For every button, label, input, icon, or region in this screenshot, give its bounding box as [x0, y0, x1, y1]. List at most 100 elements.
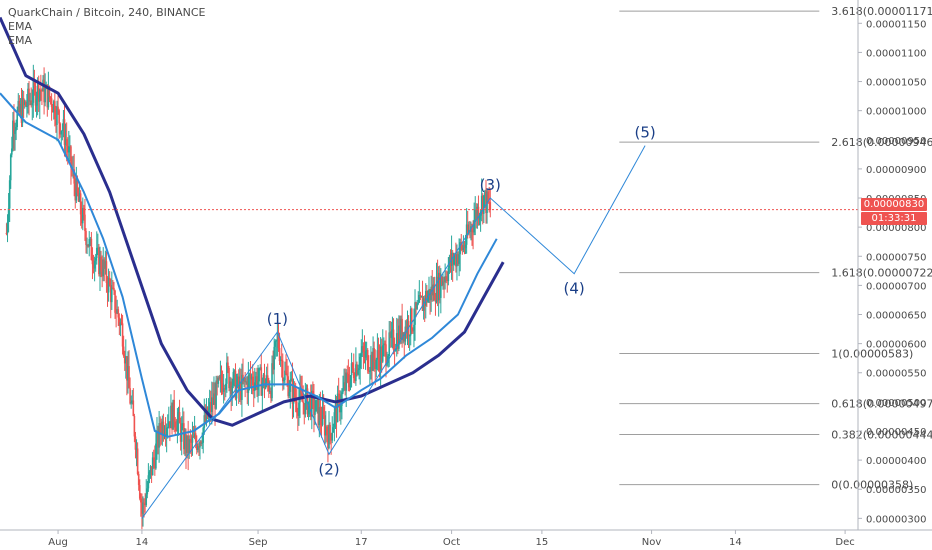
current-price-badge: 0.00000830	[861, 198, 927, 211]
candle-body	[346, 372, 349, 374]
candle-body	[458, 254, 460, 264]
candle-body	[267, 382, 270, 392]
candle-body	[201, 442, 203, 444]
candle-body	[371, 354, 373, 371]
candle-body	[197, 446, 199, 450]
candle-body	[31, 102, 34, 106]
candle-body	[400, 318, 402, 339]
candle-body	[240, 381, 242, 400]
candle-body	[278, 347, 281, 362]
candle-body	[410, 308, 413, 331]
candle-body	[50, 98, 53, 107]
candle-body	[112, 287, 114, 289]
candle-body	[277, 332, 280, 348]
price-tick-label: 0.00001100	[866, 48, 926, 59]
candle-body	[406, 321, 409, 334]
candle-body	[436, 276, 439, 301]
candle-body	[172, 399, 174, 430]
candle-body	[231, 385, 234, 395]
candle-body	[66, 145, 69, 153]
candle-body	[412, 330, 414, 332]
candle-body	[147, 475, 150, 489]
candle-body	[58, 110, 60, 124]
fib-level-label: 0.382(0.00000444)	[831, 428, 932, 441]
candle-body	[102, 259, 105, 277]
candle-body	[93, 260, 96, 269]
candle-body	[419, 295, 422, 298]
candle-body	[464, 244, 467, 249]
candle-body	[148, 471, 151, 476]
candle-body	[391, 329, 394, 332]
candle-body	[417, 302, 420, 304]
candle-body	[444, 276, 446, 283]
ema-lines	[0, 16, 505, 438]
candle-body	[355, 364, 357, 381]
candle-body	[86, 244, 88, 246]
candle-body	[248, 374, 251, 376]
candle-body	[99, 257, 101, 275]
candle-body	[119, 322, 122, 326]
candle-body	[101, 271, 103, 277]
candle-body	[454, 254, 456, 260]
wave-label: (4)	[564, 280, 585, 298]
candle-body	[433, 284, 436, 301]
candle-body	[49, 97, 52, 99]
candle-body	[398, 325, 400, 349]
price-tick-label: 0.00000900	[866, 165, 926, 176]
candle-body	[440, 276, 442, 298]
candle-body	[213, 393, 215, 405]
candle-body	[209, 402, 212, 412]
candle-body	[367, 370, 370, 372]
price-tick-label: 0.00000350	[866, 485, 926, 496]
candle-body	[307, 401, 310, 415]
candle-body	[477, 206, 480, 220]
candle-body	[321, 407, 324, 425]
candle-body	[413, 324, 415, 331]
candle-body	[237, 376, 240, 390]
candle-body	[149, 466, 152, 472]
candle-body	[488, 201, 491, 203]
candle-body	[165, 427, 168, 436]
time-tick-label: 17	[355, 537, 368, 548]
candle-body	[415, 302, 417, 309]
candle-body	[91, 259, 94, 265]
candle-body	[326, 426, 328, 435]
candle-body	[330, 433, 332, 441]
candle-body	[128, 366, 130, 389]
wave-label: (2)	[318, 460, 339, 478]
candle-body	[177, 412, 180, 421]
candle-body	[198, 446, 200, 448]
candle-body	[80, 214, 83, 224]
candle-body	[129, 388, 131, 404]
candle-body	[54, 101, 56, 120]
candle-body	[455, 254, 457, 267]
candle-body	[46, 84, 49, 108]
candle-body	[352, 368, 355, 379]
candle-body	[132, 400, 135, 416]
candle-body	[251, 376, 254, 385]
candle-body	[312, 390, 314, 395]
candle-body	[176, 420, 179, 432]
candle-body	[232, 372, 235, 386]
candle-body	[380, 346, 383, 362]
candle-body	[51, 106, 54, 113]
candle-body	[269, 391, 271, 393]
ema-indicator-label[interactable]: EMA	[8, 34, 32, 47]
price-tick-label: 0.00000950	[866, 136, 926, 147]
candle-body	[191, 436, 194, 443]
candle-body	[465, 224, 468, 245]
candle-body	[214, 393, 216, 409]
symbol-title[interactable]: QuarkChain / Bitcoin, 240, BINANCE	[8, 6, 206, 19]
candle-body	[386, 362, 388, 365]
candle-body	[40, 90, 42, 92]
candle-body	[155, 443, 157, 469]
candle-body	[55, 119, 57, 125]
candle-body	[221, 383, 224, 392]
ema-indicator-label[interactable]: EMA	[8, 20, 32, 33]
fib-level-label: 3.618(0.00001171)	[831, 5, 932, 18]
candle-body	[316, 399, 318, 401]
candle-body	[94, 257, 97, 261]
candle-body	[111, 287, 113, 303]
candle-body	[57, 106, 59, 111]
